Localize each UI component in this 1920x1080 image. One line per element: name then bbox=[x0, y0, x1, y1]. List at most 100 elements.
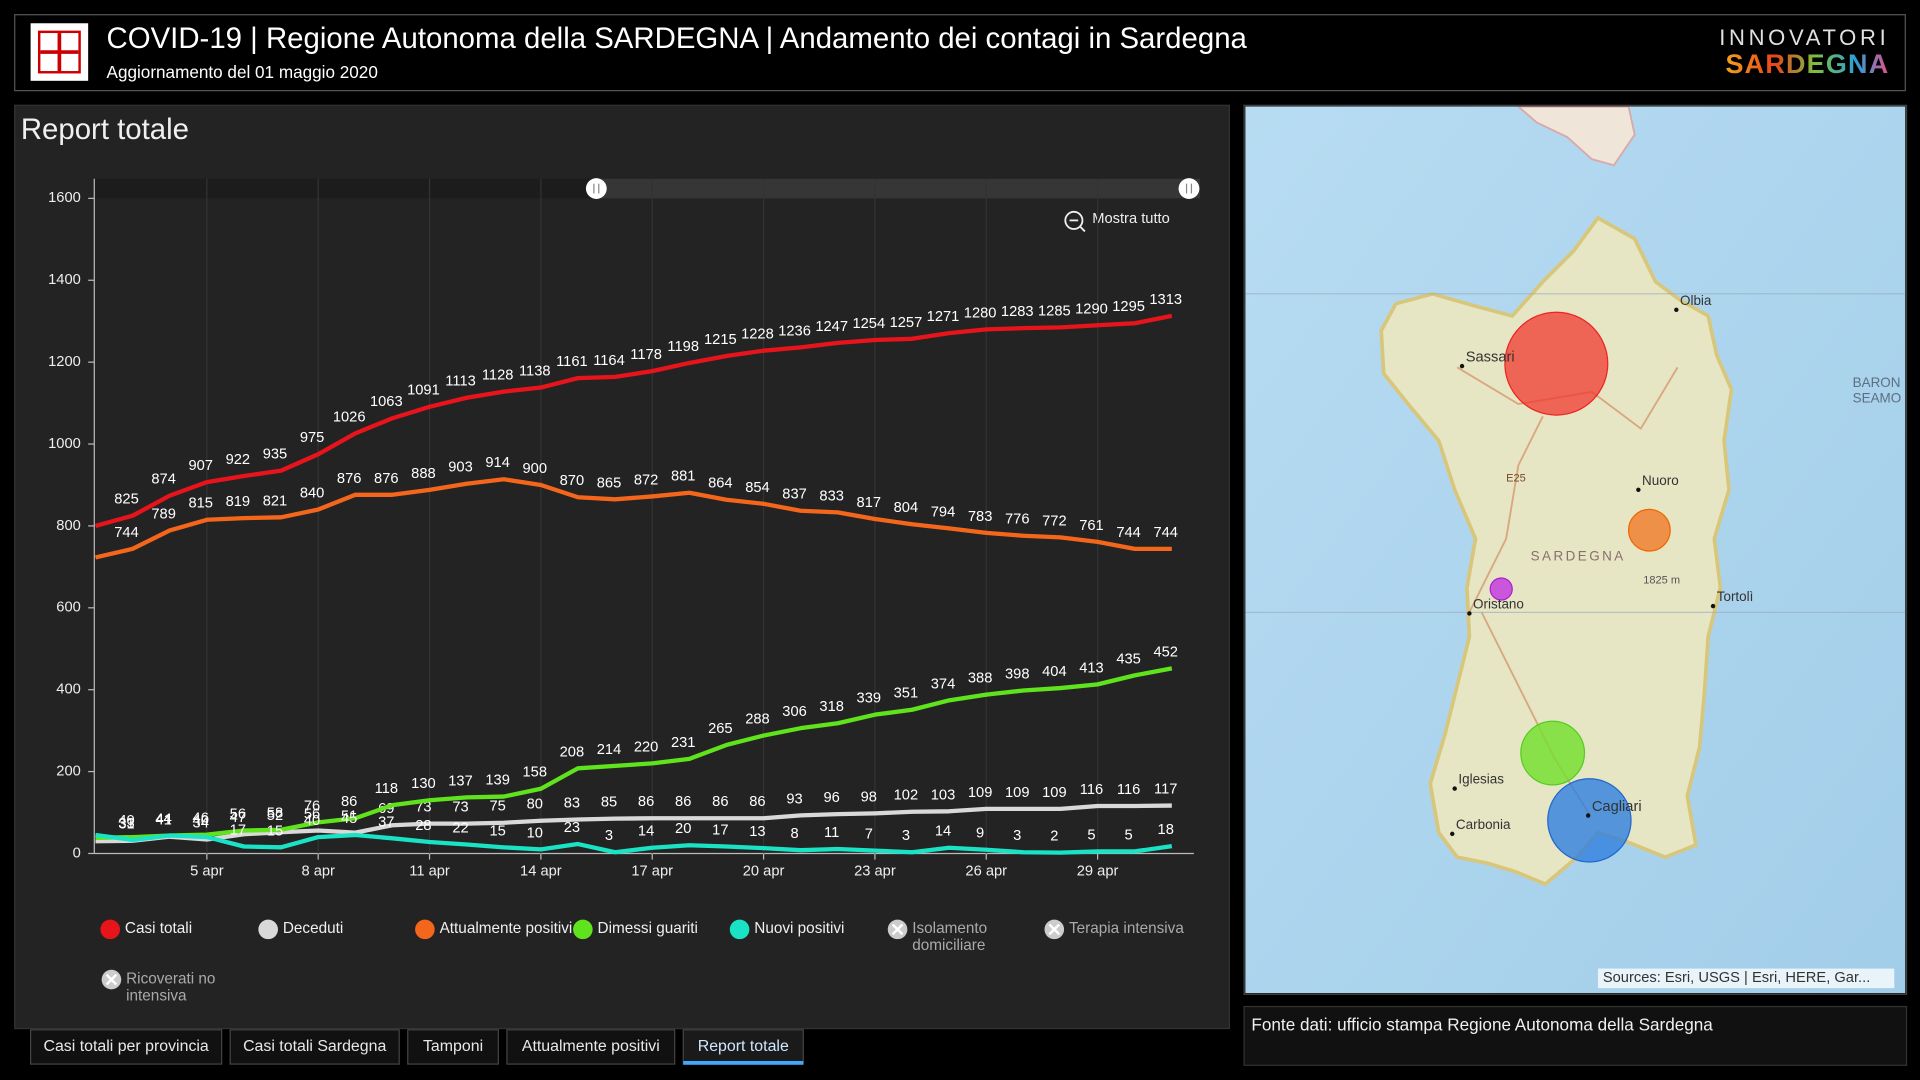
data-label: 137 bbox=[448, 773, 473, 789]
data-label: 1257 bbox=[890, 315, 923, 331]
legend-item[interactable]: Dimessi guariti bbox=[573, 919, 735, 959]
data-label: 833 bbox=[819, 488, 844, 504]
province-bubble[interactable] bbox=[1547, 778, 1632, 863]
data-label: 864 bbox=[708, 476, 733, 492]
legend-swatch bbox=[415, 919, 435, 940]
data-label: 208 bbox=[560, 744, 585, 760]
map[interactable]: Olbia Sassari Nuoro SARDEGNA 1825 m Oristano T… bbox=[1245, 106, 1906, 994]
data-label: 40 bbox=[118, 813, 134, 829]
tab[interactable]: Casi totali Sardegna bbox=[229, 1029, 400, 1065]
tab[interactable]: Casi totali per provincia bbox=[30, 1029, 223, 1065]
map-island bbox=[1379, 215, 1734, 887]
y-tick-label: 600 bbox=[56, 600, 81, 616]
province-bubble[interactable] bbox=[1627, 508, 1671, 552]
map-city-dot bbox=[1452, 786, 1457, 791]
tab-label[interactable]: Report totale bbox=[698, 1038, 789, 1055]
tab-label[interactable]: Attualmente positivi bbox=[522, 1038, 660, 1055]
map-city-dot bbox=[1674, 307, 1679, 312]
series-line bbox=[95, 666, 1173, 841]
legend-item[interactable]: Ricoverati no intensiva bbox=[101, 969, 264, 1009]
tab-label[interactable]: Tamponi bbox=[423, 1038, 483, 1055]
legend-label[interactable]: Isolamento domiciliare bbox=[912, 919, 988, 954]
slider-handle-knob[interactable] bbox=[1178, 178, 1200, 199]
legend-label-box: Deceduti bbox=[282, 919, 344, 937]
data-label: 18 bbox=[1158, 822, 1174, 838]
x-tick-label: 26 apr bbox=[965, 864, 1007, 880]
data-label: 20 bbox=[675, 821, 691, 837]
legend-label[interactable]: Deceduti bbox=[282, 919, 344, 937]
tab[interactable]: Tamponi bbox=[407, 1029, 499, 1065]
header-subtitle: Aggiornamento del 01 maggio 2020 bbox=[107, 62, 378, 82]
legend-label[interactable]: Casi totali bbox=[124, 919, 193, 937]
legend-off-mark bbox=[1048, 923, 1061, 936]
data-label: 31 bbox=[118, 817, 134, 833]
data-label: 870 bbox=[560, 473, 585, 489]
tab-label[interactable]: Casi totali Sardegna bbox=[243, 1038, 386, 1055]
series-line bbox=[95, 803, 1172, 844]
zoom-out-label[interactable]: Mostra tutto bbox=[1092, 211, 1170, 227]
data-label: 789 bbox=[151, 506, 176, 522]
map-city-dot bbox=[1459, 363, 1465, 369]
series-line bbox=[95, 832, 1173, 855]
y-tick-label: 0 bbox=[73, 845, 81, 861]
range-slider-track bbox=[94, 178, 597, 199]
data-label: 1164 bbox=[593, 353, 625, 369]
data-label: 1113 bbox=[445, 374, 476, 390]
tab[interactable]: Attualmente positivi bbox=[506, 1029, 676, 1065]
data-label: 56 bbox=[230, 806, 246, 822]
legend-label[interactable]: Attualmente positivi bbox=[439, 919, 573, 937]
legend-item[interactable]: Nuovi positivi bbox=[729, 919, 892, 959]
chart-title: Report totale bbox=[21, 113, 189, 146]
data-label: 5 bbox=[1087, 827, 1095, 843]
data-label: 794 bbox=[931, 504, 956, 520]
data-label: 772 bbox=[1042, 513, 1067, 529]
map-label: SEAMO bbox=[1853, 391, 1902, 406]
legend-item[interactable]: Attualmente positivi bbox=[415, 919, 577, 959]
data-label: 46 bbox=[193, 811, 209, 827]
data-label: 1313 bbox=[1149, 292, 1182, 308]
data-label: 23 bbox=[564, 820, 580, 836]
data-label: 231 bbox=[671, 735, 696, 751]
data-label: 821 bbox=[263, 493, 288, 509]
data-label: 14 bbox=[638, 824, 654, 840]
x-tick-label: 29 apr bbox=[1077, 864, 1119, 880]
legend-label[interactable]: Dimessi guariti bbox=[597, 919, 698, 937]
slider-handle-knob[interactable] bbox=[585, 178, 607, 199]
slider-handle[interactable] bbox=[585, 178, 607, 199]
province-bubble[interactable] bbox=[1504, 311, 1609, 416]
data-label: 58 bbox=[267, 806, 283, 822]
legend-label[interactable]: Terapia intensiva bbox=[1068, 919, 1184, 937]
map-attribution-box bbox=[1597, 968, 1895, 989]
zoom-out-button[interactable]: Mostra tutto bbox=[1064, 210, 1170, 233]
tab[interactable]: Report totale bbox=[682, 1029, 804, 1065]
province-bubble[interactable] bbox=[1520, 720, 1586, 786]
data-label: 288 bbox=[745, 712, 770, 728]
data-label: 116 bbox=[1117, 782, 1140, 798]
data-label: 109 bbox=[1042, 785, 1067, 801]
legend-label-box: Dimessi guariti bbox=[597, 919, 698, 937]
range-slider-selection[interactable] bbox=[596, 178, 1200, 199]
map-label: Iglesias bbox=[1458, 772, 1504, 787]
slider-handle[interactable] bbox=[1178, 178, 1200, 199]
province-bubble[interactable] bbox=[1489, 577, 1513, 601]
series-line bbox=[95, 477, 1172, 560]
data-label: 47 bbox=[230, 810, 246, 826]
x-tick-label: 8 apr bbox=[301, 864, 335, 880]
data-label: 351 bbox=[894, 686, 919, 702]
map-label: Nuoro bbox=[1642, 473, 1679, 488]
header-title: COVID-19 | Regione Autonoma della SARDEG… bbox=[107, 22, 1248, 55]
legend-item[interactable]: Isolamento domiciliare bbox=[887, 919, 1050, 959]
legend-label[interactable]: Ricoverati no intensiva bbox=[126, 969, 216, 1005]
legend-item[interactable]: Deceduti bbox=[258, 919, 420, 959]
data-label: 83 bbox=[564, 795, 580, 811]
data-label: 413 bbox=[1079, 660, 1104, 676]
legend-item[interactable]: Casi totali bbox=[100, 919, 262, 959]
y-tick-label: 800 bbox=[56, 518, 81, 534]
legend-label[interactable]: Nuovi positivi bbox=[754, 919, 845, 937]
tab-label[interactable]: Casi totali per provincia bbox=[43, 1038, 208, 1055]
legend-item[interactable]: Terapia intensiva bbox=[1044, 919, 1206, 959]
data-label: 86 bbox=[341, 794, 357, 810]
y-tick-label: 1000 bbox=[48, 436, 81, 452]
data-label: 93 bbox=[786, 791, 802, 807]
